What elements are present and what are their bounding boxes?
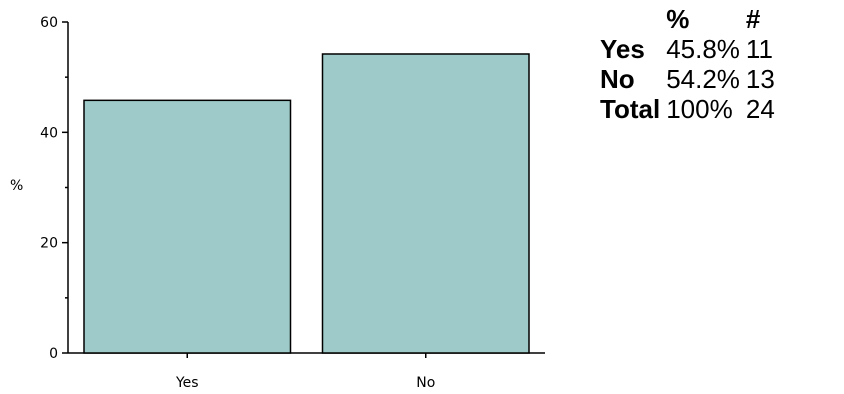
summary-row-no: No 54.2% 13 [600,64,781,94]
summary-header-count: # [745,4,761,34]
bars [83,53,530,354]
summary-row-percent: 45.8% [666,34,740,64]
summary-table: % # Yes 45.8% 11 No 54.2% 13 Total 100% … [600,4,781,124]
summary-row-total: Total 100% 24 [600,94,781,124]
y-tick-label: 0 [49,346,58,362]
summary-row-count: 11 [745,34,773,64]
bar-chart: 0 20 40 60 Yes No % [10,15,545,391]
y-tick-label: 60 [40,15,58,31]
summary-row-yes: Yes 45.8% 11 [600,34,781,64]
y-axis: 0 20 40 60 [40,15,69,362]
bar-no [321,53,530,354]
summary-row-count: 24 [745,94,775,124]
summary-row-label: No [600,64,635,94]
summary-row-percent: 100% [666,94,733,124]
bar-yes [83,99,292,354]
y-tick-label: 40 [40,125,58,141]
summary-header-empty [600,4,666,34]
summary-row-label: Total [600,94,661,124]
summary-row-percent: 54.2% [666,64,740,94]
y-tick-label: 20 [40,236,58,252]
x-tick-label: Yes [175,375,199,391]
summary-header-percent: % [666,4,690,34]
summary-row-label: Yes [600,34,645,64]
summary-header-row: % # [600,4,781,34]
x-tick-label: No [416,375,435,391]
x-axis: Yes No [68,352,545,391]
y-axis-label: % [10,178,23,194]
summary-row-count: 13 [745,64,775,94]
